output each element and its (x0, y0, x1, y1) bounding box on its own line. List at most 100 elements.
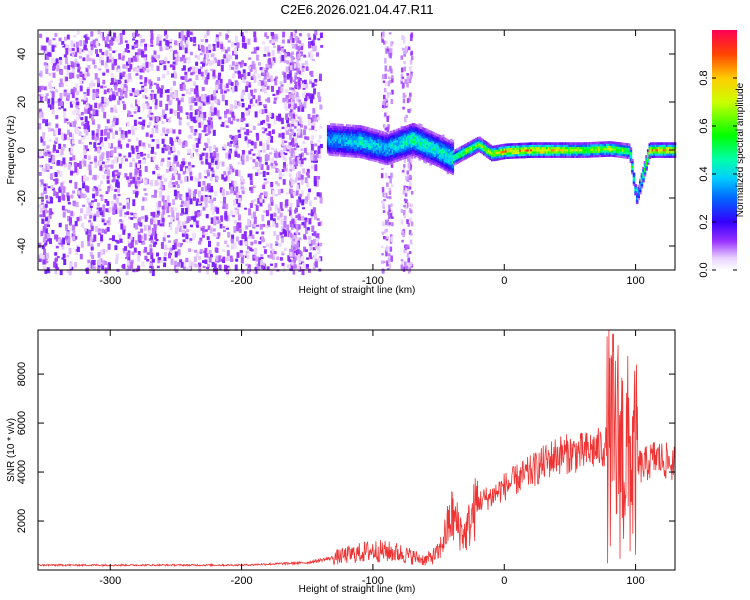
noise-cell (126, 121, 130, 127)
ridge-cell (397, 141, 401, 144)
noise-cell (86, 197, 90, 204)
noise-cell (150, 44, 154, 47)
noise-cell (58, 143, 62, 149)
ridge-cell (429, 145, 432, 149)
ridge-cell (443, 152, 447, 156)
ridge-cell (388, 153, 391, 156)
noise-cell (260, 254, 264, 259)
noise-cell (402, 92, 406, 98)
noise-cell (90, 41, 94, 45)
noise-cell (195, 74, 199, 81)
ridge-cell (516, 153, 519, 157)
noise-cell (187, 135, 191, 139)
ridge-cell (353, 127, 357, 130)
noise-cell (142, 197, 146, 202)
noise-cell (284, 52, 288, 58)
ridge-cell (418, 127, 421, 131)
noise-cell (65, 209, 68, 212)
noise-cell (270, 136, 274, 143)
noise-cell (81, 136, 85, 141)
noise-cell (63, 134, 67, 140)
noise-cell (118, 68, 121, 72)
noise-cell (275, 222, 279, 228)
ridge-cell (363, 152, 366, 155)
ridge-cell (350, 150, 354, 154)
noise-cell (281, 39, 285, 44)
ridge-cell (418, 136, 421, 139)
noise-cell (307, 33, 311, 37)
noise-cell (305, 264, 309, 269)
noise-cell (241, 60, 245, 65)
noise-cell (241, 190, 245, 195)
ridge-cell (397, 151, 401, 155)
noise-cell (262, 131, 266, 134)
noise-cell (390, 236, 393, 243)
ridge-cell (448, 161, 451, 165)
noise-cell (148, 106, 152, 110)
noise-cell (312, 122, 316, 128)
ridge-cell (369, 127, 373, 131)
noise-cell (201, 152, 205, 156)
noise-cell (202, 225, 206, 230)
ridge-cell (358, 148, 362, 152)
ridge-cell (353, 144, 357, 147)
noise-cell (298, 33, 302, 37)
noise-cell (151, 128, 155, 134)
noise-cell (185, 112, 189, 115)
ridge-cell (399, 149, 402, 152)
ridge-cell (402, 156, 406, 160)
ridge-cell (326, 133, 330, 137)
noise-cell (85, 129, 89, 136)
ridge-cell (383, 140, 387, 144)
ridge-cell (379, 145, 382, 149)
noise-cell (105, 228, 109, 232)
noise-cell (65, 76, 69, 82)
ridge-cell (475, 148, 478, 152)
ridge-cell (443, 148, 447, 151)
noise-cell (174, 139, 178, 143)
noise-cell (303, 221, 307, 228)
noise-cell (163, 262, 167, 268)
noise-cell (70, 147, 74, 154)
noise-cell (51, 91, 55, 98)
noise-cell (317, 92, 321, 98)
noise-cell (266, 266, 270, 271)
ridge-cell (367, 131, 371, 135)
ridge-cell (445, 147, 448, 150)
ridge-cell (486, 150, 489, 154)
noise-cell (404, 48, 407, 55)
noise-cell (138, 160, 142, 164)
noise-cell (291, 137, 294, 144)
noise-cell (227, 47, 231, 52)
ridge-cell (336, 153, 339, 157)
noise-cell (44, 228, 48, 234)
ridge-cell (380, 148, 384, 151)
ridge-cell (416, 144, 420, 147)
noise-cell (39, 164, 43, 168)
noise-cell (244, 131, 248, 135)
ridge-cell (339, 126, 343, 129)
ridge-cell (443, 137, 447, 141)
noise-cell (130, 212, 134, 216)
noise-cell (231, 41, 234, 48)
ridge-cell (360, 142, 363, 146)
ridge-cell (408, 139, 412, 142)
noise-cell (99, 156, 103, 159)
ridge-cell (445, 153, 448, 157)
noise-cell (93, 266, 97, 271)
ridge-cell (467, 150, 470, 154)
ridge-cell (345, 150, 349, 153)
noise-cell (99, 56, 103, 64)
noise-cell (280, 238, 284, 243)
ridge-cell (412, 125, 415, 128)
noise-cell (148, 109, 152, 116)
ridge-cell (471, 152, 475, 156)
noise-cell (312, 207, 316, 213)
ridge-cell (462, 144, 466, 148)
noise-cell (382, 210, 386, 213)
ridge-cell (435, 140, 439, 143)
ridge-cell (394, 144, 398, 147)
ridge-cell (451, 159, 455, 162)
noise-cell (241, 150, 245, 155)
ridge-cell (394, 131, 398, 135)
